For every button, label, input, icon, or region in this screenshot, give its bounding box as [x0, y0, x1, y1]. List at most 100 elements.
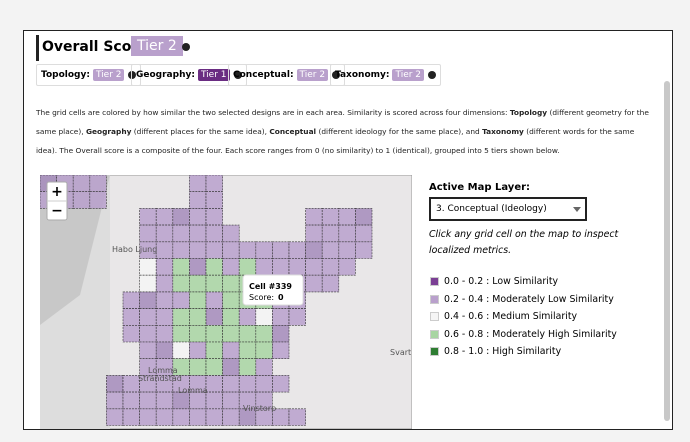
- grid-cell[interactable]: [189, 274, 207, 293]
- grid-cell[interactable]: [72, 191, 91, 209]
- grid-cell[interactable]: [355, 208, 373, 226]
- grid-cell[interactable]: [222, 308, 240, 326]
- grid-cell[interactable]: [189, 408, 207, 426]
- grid-cell[interactable]: [205, 358, 223, 376]
- grid-cell[interactable]: [205, 308, 223, 326]
- grid-cell[interactable]: [139, 224, 157, 243]
- grid-cell[interactable]: [172, 291, 190, 309]
- grid-cell[interactable]: [205, 291, 223, 309]
- grid-cell[interactable]: [222, 408, 240, 426]
- grid-cell[interactable]: [189, 241, 207, 259]
- grid-cell[interactable]: [205, 341, 223, 360]
- grid-cell[interactable]: [189, 258, 207, 276]
- info-icon[interactable]: [182, 43, 190, 51]
- grid-cell[interactable]: [321, 224, 340, 243]
- grid-cell[interactable]: [338, 258, 356, 276]
- grid-cell[interactable]: [305, 241, 323, 259]
- grid-cell[interactable]: [222, 391, 240, 410]
- badge[interactable]: Conceptual: Tier 2: [228, 64, 346, 86]
- grid-cell[interactable]: [89, 175, 107, 193]
- grid-cell[interactable]: [122, 325, 140, 343]
- grid-cell[interactable]: [189, 191, 207, 209]
- grid-cell[interactable]: [122, 391, 140, 410]
- grid-cell[interactable]: [172, 341, 190, 360]
- grid-cell[interactable]: [205, 208, 223, 226]
- grid-cell[interactable]: [139, 258, 157, 276]
- grid-cell[interactable]: [222, 291, 240, 309]
- grid-cell[interactable]: [172, 224, 190, 243]
- grid-cell[interactable]: [238, 308, 257, 326]
- grid-cell[interactable]: [222, 325, 240, 343]
- grid-cell[interactable]: [139, 341, 157, 360]
- grid-cell[interactable]: [272, 258, 290, 276]
- grid-cell[interactable]: [255, 341, 273, 360]
- grid-cell[interactable]: [355, 224, 373, 243]
- grid-cell[interactable]: [172, 308, 190, 326]
- grid-cell[interactable]: [321, 258, 340, 276]
- grid-cell[interactable]: [205, 241, 223, 259]
- grid-cell[interactable]: [288, 408, 306, 426]
- grid-cell[interactable]: [288, 241, 306, 259]
- grid-cell[interactable]: [238, 258, 257, 276]
- zoom-in[interactable]: +: [51, 184, 63, 200]
- grid-cell[interactable]: [255, 358, 273, 376]
- grid-cell[interactable]: [305, 258, 323, 276]
- grid-cell[interactable]: [272, 241, 290, 259]
- scrollbar[interactable]: [664, 81, 670, 421]
- grid-cell[interactable]: [222, 241, 240, 259]
- grid-cell[interactable]: [189, 291, 207, 309]
- grid-cell[interactable]: [272, 308, 290, 326]
- grid-cell[interactable]: [189, 308, 207, 326]
- grid-cell[interactable]: [172, 325, 190, 343]
- grid-cell[interactable]: [172, 408, 190, 426]
- grid-cell[interactable]: [321, 274, 340, 293]
- grid-cell[interactable]: [255, 325, 273, 343]
- grid-cell[interactable]: [139, 308, 157, 326]
- grid-cell[interactable]: [288, 308, 306, 326]
- grid-cell[interactable]: [222, 224, 240, 243]
- grid-cell[interactable]: [205, 325, 223, 343]
- grid-cell[interactable]: [155, 258, 174, 276]
- grid-cell[interactable]: [238, 241, 257, 259]
- grid-cell[interactable]: [205, 391, 223, 410]
- grid-cell[interactable]: [205, 191, 223, 209]
- grid-cell[interactable]: [155, 208, 174, 226]
- grid-cell[interactable]: [139, 208, 157, 226]
- grid-cell[interactable]: [172, 274, 190, 293]
- grid-cell[interactable]: [305, 224, 323, 243]
- map[interactable]: Habo LjungLommaStrandstadLommaVinstorpSv…: [40, 175, 412, 429]
- grid-cell[interactable]: [338, 208, 356, 226]
- grid-cell[interactable]: [288, 258, 306, 276]
- grid-cell[interactable]: [205, 375, 223, 393]
- grid-cell[interactable]: [321, 241, 340, 259]
- grid-cell[interactable]: [255, 308, 273, 326]
- grid-cell[interactable]: [139, 291, 157, 309]
- grid-cell[interactable]: [139, 408, 157, 426]
- grid-cell[interactable]: [205, 408, 223, 426]
- grid-cell[interactable]: [122, 308, 140, 326]
- grid-cell[interactable]: [272, 341, 290, 360]
- grid-cell[interactable]: [189, 224, 207, 243]
- grid-cell[interactable]: [155, 308, 174, 326]
- grid-cell[interactable]: [205, 258, 223, 276]
- grid-cell[interactable]: [172, 258, 190, 276]
- grid-cell[interactable]: [205, 274, 223, 293]
- grid-cell[interactable]: [189, 208, 207, 226]
- grid-cell[interactable]: [172, 208, 190, 226]
- grid-cell[interactable]: [205, 175, 223, 193]
- grid-cell[interactable]: [139, 274, 157, 293]
- grid-cell[interactable]: [338, 224, 356, 243]
- grid-cell[interactable]: [89, 191, 107, 209]
- grid-cell[interactable]: [72, 175, 91, 193]
- grid-cell[interactable]: [106, 408, 124, 426]
- grid-cell[interactable]: [255, 241, 273, 259]
- grid-cell[interactable]: [222, 274, 240, 293]
- grid-cell[interactable]: [155, 391, 174, 410]
- grid-cell[interactable]: [155, 341, 174, 360]
- grid-cell[interactable]: [222, 341, 240, 360]
- badge[interactable]: Geography: Tier 1: [131, 64, 247, 86]
- grid-cell[interactable]: [205, 224, 223, 243]
- grid-cell[interactable]: [222, 375, 240, 393]
- grid-cell[interactable]: [139, 325, 157, 343]
- zoom-out[interactable]: −: [51, 203, 63, 219]
